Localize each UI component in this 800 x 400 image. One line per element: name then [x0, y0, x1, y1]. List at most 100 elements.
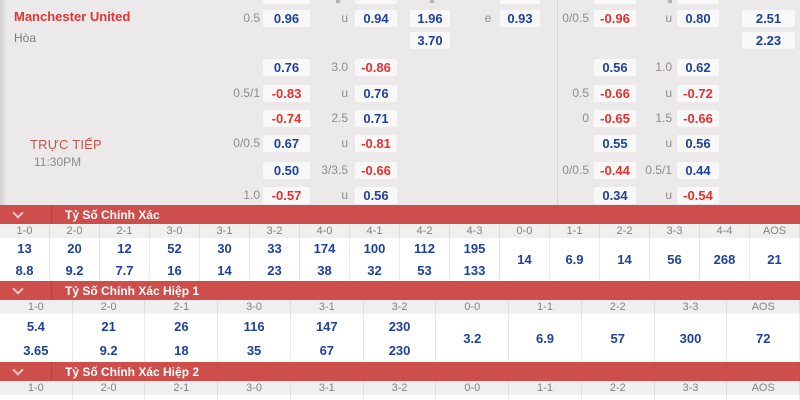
score-odds-value[interactable]: 230 [388, 318, 411, 334]
score-odds-value[interactable]: 72 [755, 330, 771, 346]
score-odds-cell[interactable]: 195 133 [450, 238, 500, 281]
chevron-down-icon[interactable] [0, 362, 52, 381]
odds-cell[interactable]: -0.74 [263, 110, 310, 127]
score-odds-value[interactable]: 20 [67, 241, 82, 257]
odds-cell[interactable]: -0.66 [594, 85, 636, 102]
score-odds-cell[interactable]: 116 35 [218, 314, 291, 362]
odds-cell[interactable]: -0.66 [677, 110, 719, 127]
score-odds-cell[interactable]: 300 [655, 314, 728, 362]
section-header-bar[interactable]: Tỷ Số Chính Xác Hiệp 2 [0, 362, 800, 381]
odds-cell[interactable]: -0.96 [594, 10, 636, 27]
odds-cell[interactable]: 0.56 [677, 135, 719, 152]
odds-cell[interactable]: 0.56 [594, 59, 636, 76]
score-odds-value[interactable]: 5.4 [26, 318, 45, 334]
score-odds-cell[interactable] [145, 395, 219, 400]
score-odds-cell[interactable] [291, 395, 364, 400]
score-odds-cell[interactable]: 20 9.2 [50, 238, 100, 281]
odds-cell[interactable]: 0.71 [355, 110, 397, 127]
odds-cell[interactable]: 0.34 [594, 187, 636, 204]
score-odds-value[interactable]: 9.2 [99, 342, 118, 358]
score-odds-value[interactable]: 53 [417, 262, 432, 278]
score-odds-value[interactable]: 13 [17, 241, 32, 257]
score-odds-cell[interactable] [509, 395, 582, 400]
score-odds-value[interactable]: 268 [713, 252, 736, 267]
odds-cell[interactable]: 0.80 [677, 10, 719, 27]
score-odds-value[interactable]: 195 [463, 241, 486, 257]
score-odds-value[interactable]: 116 [243, 318, 265, 334]
score-odds-value[interactable]: 26 [174, 318, 189, 334]
score-odds-value[interactable]: 9.2 [65, 262, 84, 278]
odds-cell[interactable]: 0.44 [677, 162, 719, 179]
score-odds-value[interactable]: 14 [217, 262, 232, 278]
score-odds-value[interactable]: 35 [246, 342, 262, 358]
score-odds-value[interactable]: 300 [679, 330, 702, 346]
odds-cell[interactable]: 2.23 [742, 32, 795, 49]
odds-cell[interactable]: 0.76 [263, 59, 310, 76]
score-odds-value[interactable]: 12 [117, 241, 132, 257]
score-odds-cell[interactable]: 3.2 [436, 314, 510, 362]
odds-cell[interactable]: 3.70 [410, 32, 450, 49]
score-odds-cell[interactable]: 230 230 [364, 314, 437, 362]
odds-cell[interactable]: 0.93 [500, 10, 540, 27]
odds-cell[interactable]: 0.56 [355, 187, 397, 204]
score-odds-value[interactable]: 133 [463, 262, 486, 278]
score-odds-value[interactable]: 6.9 [535, 330, 555, 346]
score-odds-value[interactable]: 230 [388, 342, 411, 358]
odds-cell[interactable]: 0.67 [263, 135, 310, 152]
score-odds-value[interactable]: 14 [517, 252, 532, 267]
score-odds-cell[interactable] [655, 395, 728, 400]
score-odds-cell[interactable] [436, 395, 510, 400]
score-odds-cell[interactable]: 14 [500, 238, 550, 281]
score-odds-value[interactable]: 30 [217, 241, 232, 257]
score-odds-value[interactable]: 56 [667, 252, 682, 267]
team-name[interactable]: Manchester United [14, 9, 131, 24]
score-odds-cell[interactable]: 14 [600, 238, 650, 281]
score-odds-value[interactable]: 21 [767, 252, 782, 267]
score-odds-cell[interactable] [727, 395, 800, 400]
score-odds-cell[interactable]: 12 7.7 [100, 238, 150, 281]
score-odds-cell[interactable]: 30 14 [200, 238, 250, 281]
score-odds-value[interactable]: 67 [319, 342, 335, 358]
odds-cell[interactable]: -0.83 [263, 85, 310, 102]
score-odds-value[interactable]: 3.2 [463, 330, 482, 346]
odds-cell[interactable]: 2.51 [742, 10, 795, 27]
odds-cell[interactable]: -0.54 [677, 187, 719, 204]
odds-cell[interactable]: -0.81 [355, 135, 397, 152]
score-odds-value[interactable]: 7.7 [115, 262, 134, 278]
score-odds-cell[interactable]: 112 53 [400, 238, 450, 281]
score-odds-cell[interactable]: 100 32 [350, 238, 400, 281]
chevron-down-icon[interactable] [0, 205, 52, 224]
score-odds-value[interactable]: 8.8 [15, 262, 34, 278]
score-odds-cell[interactable]: 147 67 [291, 314, 364, 362]
score-odds-value[interactable]: 32 [367, 262, 382, 278]
score-odds-value[interactable]: 33 [267, 241, 282, 257]
score-odds-value[interactable]: 57 [610, 330, 625, 346]
score-odds-cell[interactable]: 57 [582, 314, 655, 362]
odds-cell[interactable]: -0.44 [594, 162, 636, 179]
odds-cell[interactable]: -0.66 [355, 162, 397, 179]
score-odds-cell[interactable]: 33 23 [250, 238, 300, 281]
odds-cell[interactable]: 0.62 [677, 59, 719, 76]
score-odds-value[interactable]: 14 [617, 252, 632, 267]
odds-cell[interactable]: 0.76 [355, 85, 397, 102]
score-odds-value[interactable]: 112 [414, 241, 435, 257]
score-odds-cell[interactable]: 52 16 [150, 238, 200, 281]
score-odds-cell[interactable]: 5.4 3.65 [0, 314, 73, 362]
score-odds-cell[interactable]: 26 18 [145, 314, 219, 362]
score-odds-cell[interactable] [218, 395, 291, 400]
score-odds-cell[interactable]: 56 [650, 238, 700, 281]
score-odds-cell[interactable] [364, 395, 437, 400]
score-odds-cell[interactable]: 268 [700, 238, 750, 281]
chevron-down-icon[interactable] [0, 281, 52, 300]
score-odds-value[interactable]: 23 [267, 262, 282, 278]
score-odds-value[interactable]: 16 [167, 262, 182, 278]
odds-cell[interactable]: 0.96 [263, 10, 310, 27]
score-odds-value[interactable]: 174 [313, 241, 336, 257]
section-header-bar[interactable]: Tỷ Số Chính Xác Hiệp 1 [0, 281, 800, 300]
odds-cell[interactable]: -0.65 [594, 110, 636, 127]
score-odds-cell[interactable]: 174 38 [300, 238, 350, 281]
odds-cell[interactable]: -0.72 [677, 85, 719, 102]
section-header-bar[interactable]: Tỷ Số Chính Xác [0, 205, 800, 224]
score-odds-value[interactable]: 52 [167, 241, 182, 257]
score-odds-cell[interactable]: 21 [750, 238, 800, 281]
